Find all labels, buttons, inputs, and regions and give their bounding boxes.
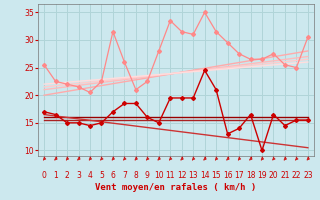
X-axis label: Vent moyen/en rafales ( km/h ): Vent moyen/en rafales ( km/h ) <box>95 183 257 192</box>
